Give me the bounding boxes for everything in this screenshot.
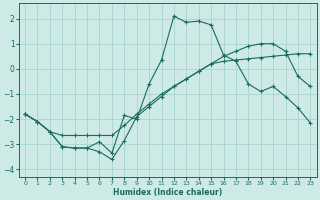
X-axis label: Humidex (Indice chaleur): Humidex (Indice chaleur)	[113, 188, 222, 197]
